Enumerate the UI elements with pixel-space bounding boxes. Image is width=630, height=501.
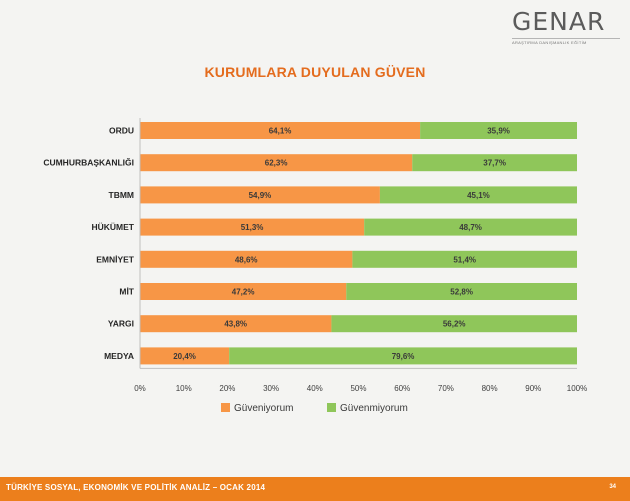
data-label: 64,1% <box>269 127 292 136</box>
bar-segment <box>140 154 413 172</box>
category-label: CUMHURBAŞKANLIĞI <box>43 157 134 168</box>
category-label: TBMM <box>109 190 135 200</box>
legend-swatch <box>221 403 230 412</box>
stacked-bar-chart: ORDU 64,1% 35,9% CUMHURBAŞKANLIĞI 62,3% 37,7%… <box>43 118 587 414</box>
genar-logo: GENAR ARAŞTIRMA DANIŞMANLIK EĞİTİM <box>512 8 624 45</box>
x-tick-label: 70% <box>438 384 454 393</box>
legend-swatch <box>327 403 336 412</box>
data-label: 37,7% <box>483 159 506 168</box>
data-label: 56,2% <box>443 320 466 329</box>
x-tick-label: 50% <box>350 384 366 393</box>
page-number: 34 <box>609 484 616 490</box>
category-label: EMNİYET <box>96 254 135 264</box>
data-label: 35,9% <box>487 127 510 136</box>
data-label: 51,4% <box>453 255 476 264</box>
x-tick-label: 30% <box>263 384 279 393</box>
category-label: YARGI <box>108 319 134 329</box>
data-label: 79,6% <box>392 352 415 361</box>
data-label: 52,8% <box>450 288 473 297</box>
legend-label: Güvenmiyorum <box>340 403 408 414</box>
bar-segment <box>140 122 421 139</box>
legend-label: Güveniyorum <box>234 403 293 414</box>
bar-segment <box>364 218 577 236</box>
data-label: 45,1% <box>467 191 490 200</box>
bar-segment <box>140 315 332 333</box>
x-tick-label: 100% <box>567 384 587 393</box>
bar-segment <box>346 283 577 300</box>
logo-tagline: ARAŞTIRMA DANIŞMANLIK EĞİTİM <box>512 38 620 45</box>
x-tick-label: 40% <box>307 384 323 393</box>
bar-segment <box>420 122 577 139</box>
bar-segment <box>140 186 380 204</box>
data-label: 43,8% <box>224 320 247 329</box>
x-tick-label: 20% <box>219 384 235 393</box>
chart-title: KURUMLARA DUYULAN GÜVEN <box>204 64 426 80</box>
footer-bar: TÜRKİYE SOSYAL, EKONOMİK VE POLİTİK ANAL… <box>0 477 630 501</box>
x-tick-label: 10% <box>176 384 192 393</box>
bar-segment <box>140 218 365 236</box>
bar-segment <box>140 250 353 268</box>
data-label: 47,2% <box>232 288 255 297</box>
logo-wordmark: GENAR <box>512 7 606 36</box>
data-label: 48,6% <box>235 255 258 264</box>
data-label: 62,3% <box>265 159 288 168</box>
category-label: MİT <box>119 287 134 297</box>
bar-segment <box>229 347 577 365</box>
x-tick-label: 80% <box>482 384 498 393</box>
bar-segment <box>379 186 577 204</box>
footer-text: TÜRKİYE SOSYAL, EKONOMİK VE POLİTİK ANAL… <box>6 483 266 492</box>
category-label: HÜKÜMET <box>92 222 135 232</box>
category-label: ORDU <box>109 126 134 136</box>
data-label: 48,7% <box>459 223 482 232</box>
data-label: 51,3% <box>241 223 264 232</box>
bar-segment <box>352 250 577 268</box>
category-label: MEDYA <box>104 351 134 361</box>
x-tick-label: 60% <box>394 384 410 393</box>
data-label: 20,4% <box>173 352 196 361</box>
x-tick-label: 0% <box>134 384 146 393</box>
bar-segment <box>412 154 577 172</box>
data-label: 54,9% <box>249 191 272 200</box>
bar-segment <box>140 347 230 365</box>
x-tick-label: 90% <box>525 384 541 393</box>
bar-segment <box>140 283 347 300</box>
bar-segment <box>331 315 577 333</box>
